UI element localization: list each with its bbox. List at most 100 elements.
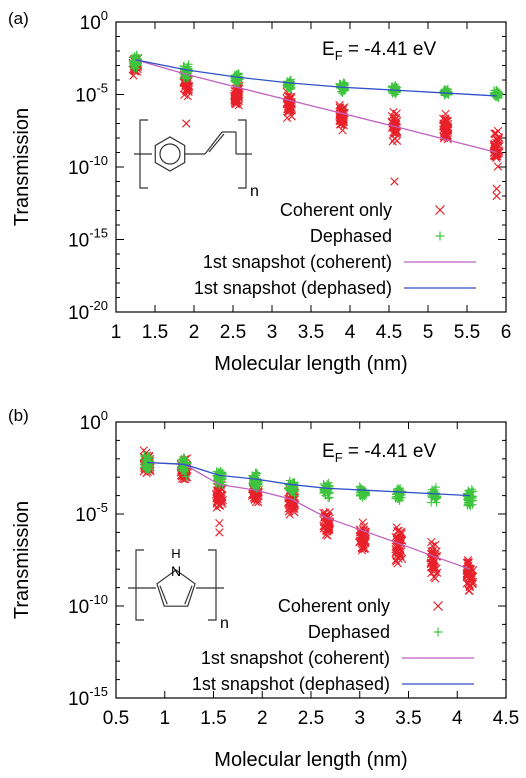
y-axis-label: Transmission [11,108,33,226]
dephased-point [397,493,406,502]
dephased-point [133,60,142,69]
legend-label: Dephased [308,622,390,642]
dephased-point [144,454,153,463]
dephased-point [283,80,292,89]
panel-a: (a) 1 1.5 2 2.5 3 3.5 4 4.5 5 5.5 6 100 10-5 10-10 10-1… [8,8,511,375]
y-tick-label: 100 [80,408,108,434]
x-tick-label: 1.5 [200,708,226,729]
legend-label: 1st snapshot (dephased) [194,278,392,298]
coherent-point [180,90,189,100]
coherent-point [391,548,401,557]
x-tick-label: 4.5 [493,708,519,729]
dephased-point [494,94,503,103]
x-tick-label: 5.5 [454,322,480,343]
data-layer [139,446,478,595]
dephased-point [252,471,261,480]
coherent-point [431,540,440,550]
coherent-point [356,533,365,542]
legend-label: Coherent only [280,200,392,220]
x-tick-label: 1 [111,322,122,343]
coherent-point [442,130,451,140]
y-axis-label: Transmission [11,501,33,619]
coherent-point [491,142,501,151]
legend-marker-x [433,601,443,611]
dephased-point [182,472,191,481]
x-tick-label: 4 [452,708,463,729]
dephased-point [465,487,474,496]
x-tick-label: 4.5 [376,322,402,343]
dephased-point [340,79,349,88]
x-tick-label: 3 [354,708,365,729]
coherent-point [427,553,436,563]
x-tick-label: 0.5 [103,708,129,729]
legend-marker-plus [433,627,443,637]
monomer-structure [128,549,224,621]
x-tick-label: 6 [501,322,512,343]
coherent-point [129,71,138,80]
coherent-point [234,101,243,110]
coherent-point [493,162,503,171]
coherent-point [392,136,402,145]
dephased-point [464,497,473,506]
coherent-point [444,124,453,133]
legend-marker-x [435,205,445,215]
coherent-point [319,524,329,533]
coherent-point [290,508,299,517]
x-tick-label: 2.5 [298,708,324,729]
x-tick-label: 2 [189,322,200,343]
coherent-point [336,120,346,129]
coherent-point [396,527,406,537]
legend-label: Dephased [310,226,392,246]
dephased-point [145,463,154,472]
coherent-point [463,558,473,567]
x-tick-label: 5 [423,322,434,343]
coherent-point [357,546,367,555]
coherent-point [428,561,438,571]
coherent-point [182,81,192,90]
fermi-energy-annotation: EF = -4.41 eV [322,441,436,465]
x-tick-label: 1 [159,708,170,729]
coherent-point [358,518,367,527]
dephased-point [355,490,364,499]
coherent-point [394,526,403,536]
coherent-point [322,523,332,533]
coherent-point [254,498,263,507]
x-tick-label: 3.5 [298,322,324,343]
panel-label: (b) [8,406,29,425]
fermi-energy-annotation: EF = -4.41 eV [322,39,436,63]
coherent-point [490,140,499,149]
coherent-point [491,134,501,143]
coherent-point [396,552,405,561]
coherent-point [491,152,500,161]
coherent-point [248,489,257,499]
data-layer [128,50,504,201]
x-tick-label: 2.5 [220,322,246,343]
x-axis-label: Molecular length (nm) [214,353,407,375]
nitrogen-label: N [171,563,181,579]
coherent-point [431,565,440,574]
legend-label: 1st snapshot (coherent) [203,252,392,272]
y-tick-label: 10-15 [68,226,108,252]
dephased-point [463,501,472,510]
legend-label: 1st snapshot (coherent) [201,648,390,668]
legend-label: Coherent only [278,596,390,616]
coherent-outlier [492,184,501,193]
x-tick-label: 1.5 [142,322,168,343]
structure-subscript: n [220,615,229,632]
coherent-point [230,98,239,107]
dephased-point [234,74,243,83]
dephased-point [388,87,397,96]
coherent-point [490,129,499,138]
coherent-point [389,129,398,138]
coherent-point [358,544,367,553]
dephased-point [431,483,440,492]
coherent-point [427,537,436,547]
coherent-point [360,544,369,554]
coherent-point [215,501,224,510]
x-tick-label: 4 [345,322,356,343]
hydrogen-label: H [171,546,180,561]
coherent-point [213,490,223,499]
structure-subscript: n [250,183,259,200]
y-tick-label: 10-10 [68,592,108,618]
